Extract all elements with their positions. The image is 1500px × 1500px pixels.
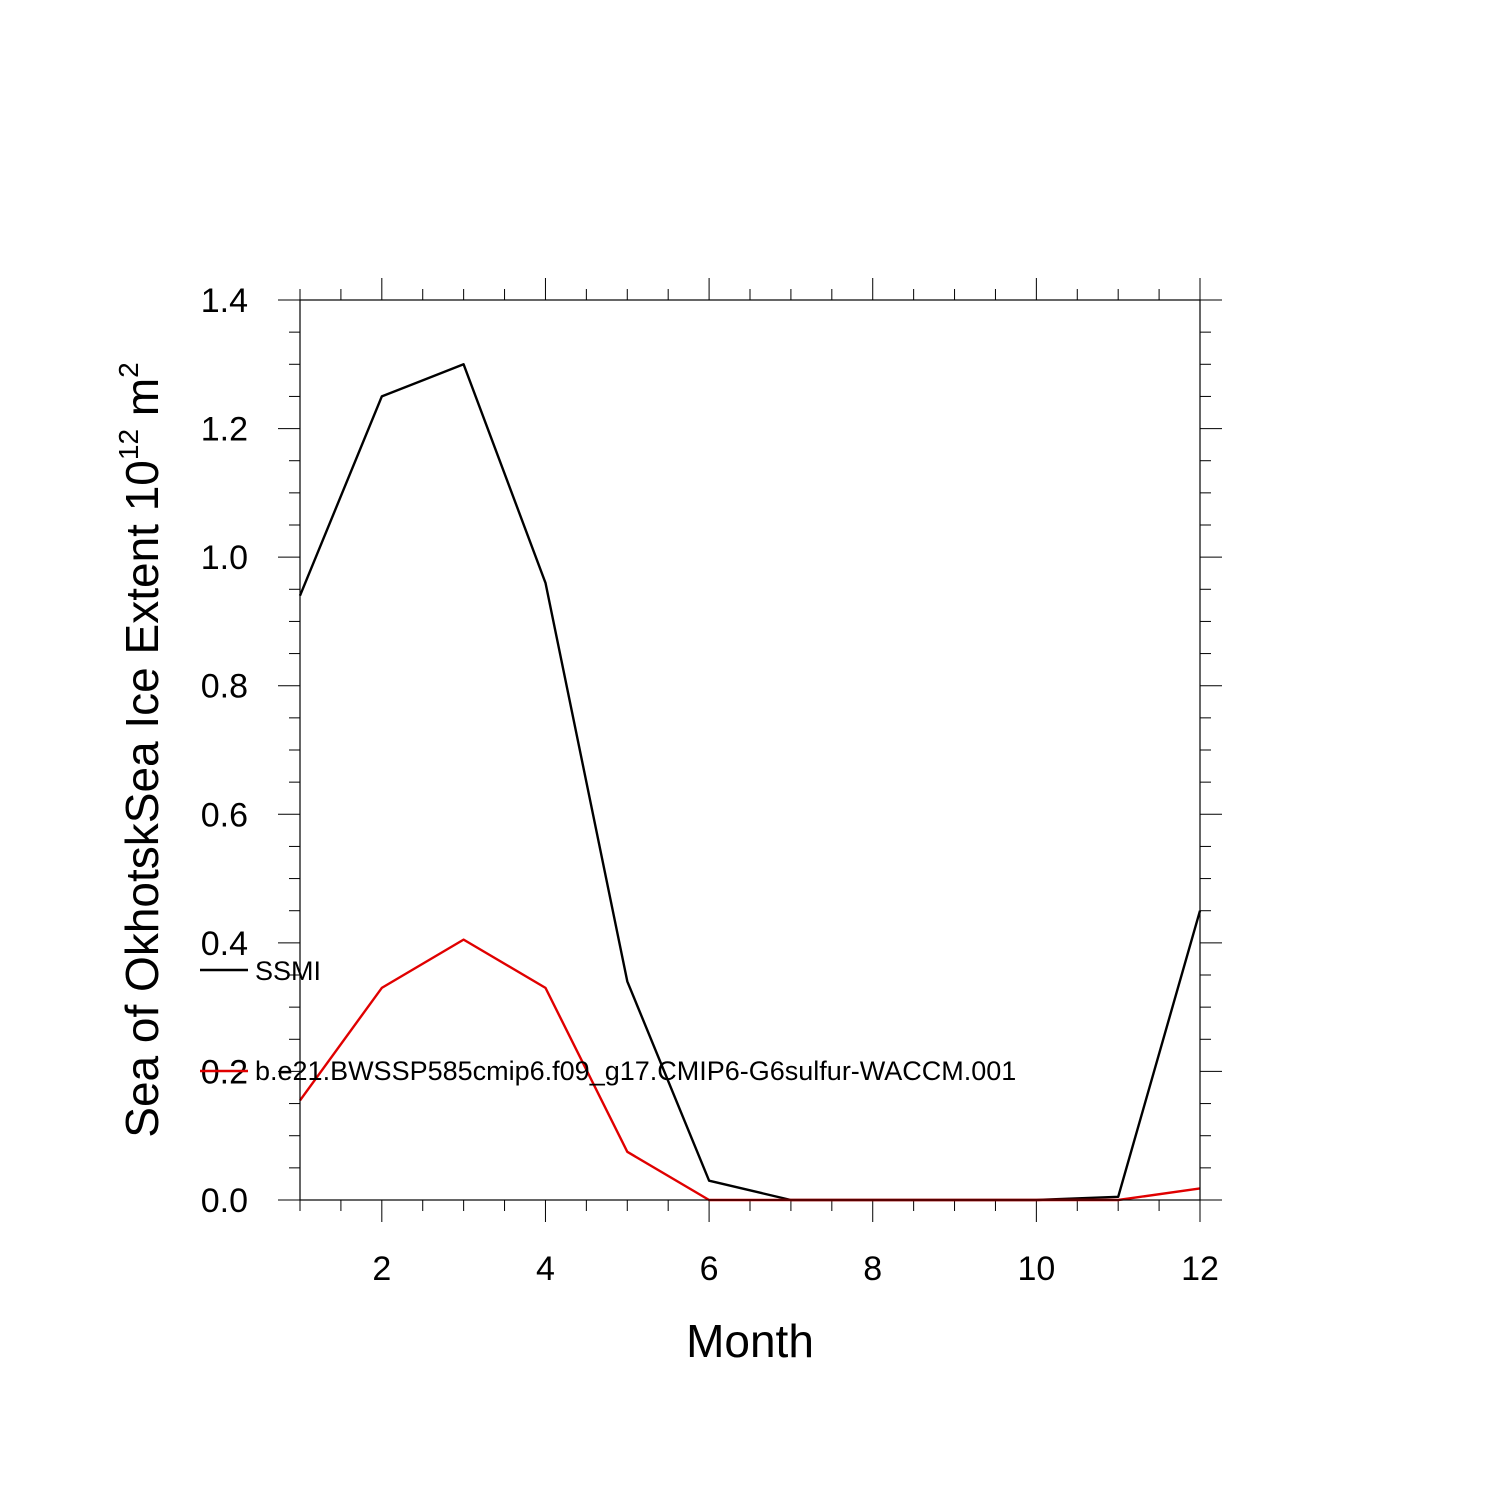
x-tick-label: 4 <box>536 1250 555 1288</box>
y-axis-title: Sea of OkhotskSea Ice Extent 1012 m2 <box>113 362 168 1137</box>
y-tick-label: 1.4 <box>201 282 248 320</box>
x-tick-label: 2 <box>372 1250 391 1288</box>
plot-frame <box>299 299 1201 1201</box>
y-axis-title-unit-exponent: 2 <box>113 362 144 378</box>
y-tick-label: 1.2 <box>201 411 248 449</box>
y-tick-label: 0.0 <box>201 1182 248 1220</box>
y-tick-label: 0.8 <box>201 668 248 706</box>
y-tick-label: 0.2 <box>201 1053 248 1091</box>
x-axis-title: Month <box>686 1315 814 1367</box>
x-tick-label: 8 <box>863 1250 882 1288</box>
y-tick-label: 0.6 <box>201 796 248 834</box>
y-tick-label: 1.0 <box>201 539 248 577</box>
x-tick-label: 6 <box>700 1250 719 1288</box>
legend-label-ssmi: SSMI <box>255 956 321 986</box>
axis-ticks <box>278 278 1222 1222</box>
y-axis-title-exponent: 12 <box>113 429 144 460</box>
y-axis-title-unit: m <box>116 378 168 429</box>
legend-label-waccm: b.e21.BWSSP585cmip6.f09_g17.CMIP6-G6sulf… <box>255 1056 1016 1086</box>
y-axis-title-main: Sea of OkhotskSea Ice Extent 10 <box>116 460 168 1138</box>
x-tick-label: 10 <box>1017 1250 1055 1288</box>
axis-tick-labels: 2 4 6 8 10 12 0.0 0.2 0.4 0.6 0.8 1.0 1.2 1.4 <box>201 282 1219 1288</box>
y-tick-label: 0.4 <box>201 925 248 963</box>
x-tick-label: 12 <box>1181 1250 1219 1288</box>
legend: SSMI b.e21.BWSSP585cmip6.f09_g17.CMIP6-G… <box>200 956 1016 1086</box>
